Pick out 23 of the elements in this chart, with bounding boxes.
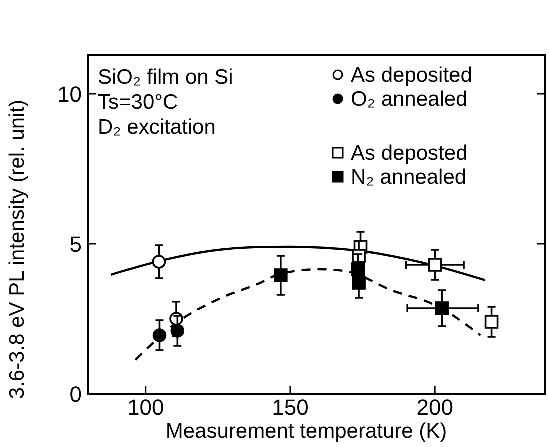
point (274, 268, 288, 282)
annotation: SiO₂ film on Si (98, 66, 234, 89)
y-axis-title: 3.6-3.8 eV PL intensity (rel. unit) (6, 100, 29, 400)
point (484, 315, 499, 329)
y-tick-label: 0 (70, 382, 82, 407)
annotation: D₂ excitation (98, 116, 216, 139)
annotation: Ts=30°C (98, 91, 178, 114)
legend-label: As deposted (351, 142, 468, 165)
y-tick-label: 5 (70, 232, 82, 257)
x-tick-label: 100 (127, 395, 164, 420)
point (170, 324, 185, 338)
legend-label: N₂ annealed (351, 166, 467, 189)
x-tick-label: 150 (272, 395, 309, 420)
legend-label: O₂ annealed (351, 88, 468, 111)
point (352, 276, 366, 290)
x-axis-title: Measurement temperature (K) (166, 420, 448, 443)
point (152, 255, 166, 269)
point (435, 302, 450, 316)
point (428, 258, 442, 272)
x-tick-label: 200 (416, 395, 454, 420)
y-tick-label: 10 (58, 82, 82, 107)
legend-label: As deposited (351, 64, 472, 87)
point (152, 328, 167, 342)
